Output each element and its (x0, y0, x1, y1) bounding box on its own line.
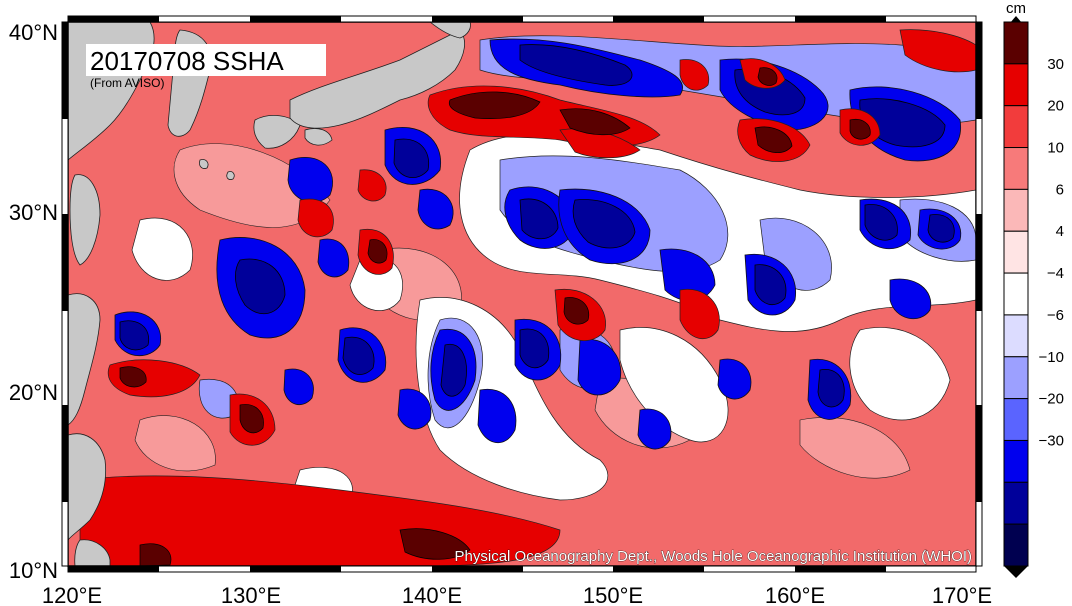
colorbar-swatch (1003, 63, 1029, 107)
positive-anomaly-core (119, 67, 871, 566)
japan-kyushu-landmass (253, 115, 301, 149)
colorbar-tick-label: −6 (1047, 307, 1064, 324)
colorbar-unit: cm (1006, 0, 1026, 17)
lon-label-130: 130°E (221, 583, 281, 606)
japan-honshu-landmass (289, 29, 465, 129)
colorbar-tick-label: 20 (1047, 98, 1064, 115)
lat-label-10: 10°N (9, 558, 58, 583)
colorbar-tick-label: −10 (1039, 349, 1064, 366)
colorbar-tick-label: 4 (1056, 223, 1064, 240)
colorbar-swatch (1003, 188, 1029, 232)
colorbar-swatch (1003, 356, 1029, 400)
ryukyu-islands (199, 159, 235, 180)
positive-anomaly-light (134, 143, 911, 479)
negative-anomaly-core (119, 44, 955, 408)
colorbar-tick-label: 6 (1056, 181, 1064, 198)
taiwan-landmass (69, 174, 101, 266)
philippines-south-landmass (68, 433, 107, 541)
lon-label-140: 140°E (402, 583, 462, 606)
lat-label-20: 20°N (9, 380, 58, 405)
colorbar-swatch (1003, 481, 1029, 525)
lon-label-170: 170°E (932, 583, 992, 606)
lat-label-30: 30°N (9, 200, 58, 225)
colorbar-swatch (1003, 314, 1029, 358)
lon-label-160: 160°E (765, 583, 825, 606)
title-box: 20170708 SSHA (From AVISO) (86, 44, 326, 90)
colorbar-swatch (1003, 272, 1029, 316)
credit-text: Physical Oceanography Dept., Woods Hole … (455, 548, 972, 565)
map-frame-border (61, 15, 983, 573)
lat-label-40: 40°N (9, 20, 58, 45)
lon-label-120: 120°E (42, 583, 102, 606)
map-subtitle: (From AVISO) (90, 76, 164, 90)
shikoku-landmass (304, 128, 333, 146)
colorbar-tick-label: −4 (1047, 265, 1064, 282)
colorbar-tick-label: −30 (1039, 432, 1064, 449)
japan-north-landmass (429, 22, 471, 39)
latitude-labels: 40°N 30°N 20°N 10°N (9, 20, 58, 583)
map-title: 20170708 SSHA (90, 46, 284, 76)
lon-label-150: 150°E (583, 583, 643, 606)
colorbar-swatch (1003, 523, 1029, 567)
colorbar-tick-label: 10 (1047, 140, 1064, 157)
colorbar-tick-label: 30 (1047, 56, 1064, 73)
colorbar-swatch (1003, 230, 1029, 274)
colorbar-swatch (1003, 398, 1029, 441)
anomaly-field (68, 22, 976, 566)
colorbar-swatch (1003, 21, 1029, 65)
colorbar-swatch (1003, 439, 1029, 483)
longitude-labels: 120°E 130°E 140°E 150°E 160°E 170°E (42, 583, 992, 606)
luzon-landmass (68, 293, 101, 426)
colorbar-swatch (1003, 105, 1029, 149)
mindanao-landmass (74, 539, 111, 566)
colorbar-bottom-arrow (1004, 566, 1028, 578)
colorbar: cm 30 20 10 6 4 −4 −6 −10 −20 −30 (1003, 0, 1064, 578)
colorbar-swatch (1003, 147, 1029, 190)
colorbar-tick-label: −20 (1039, 391, 1064, 408)
